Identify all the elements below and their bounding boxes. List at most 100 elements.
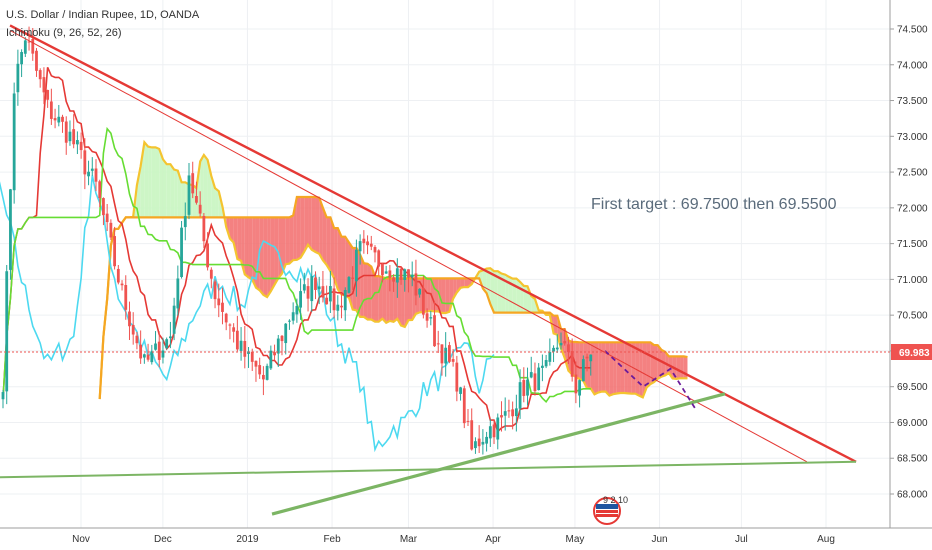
candle-body[interactable] bbox=[518, 382, 522, 409]
candle-body[interactable] bbox=[455, 362, 459, 392]
candle-body[interactable] bbox=[87, 171, 90, 177]
candle-body[interactable] bbox=[570, 351, 574, 377]
candle-body[interactable] bbox=[23, 40, 27, 54]
candle-body[interactable] bbox=[46, 89, 50, 100]
candle-body[interactable] bbox=[5, 271, 9, 392]
candle-body[interactable] bbox=[332, 288, 336, 311]
candle-body[interactable] bbox=[221, 302, 224, 312]
candle-body[interactable] bbox=[38, 70, 42, 80]
candle-body[interactable] bbox=[128, 311, 131, 327]
candle-body[interactable] bbox=[384, 271, 388, 274]
candle-body[interactable] bbox=[131, 324, 135, 335]
candle-body[interactable] bbox=[448, 345, 451, 362]
candle-body[interactable] bbox=[124, 285, 128, 310]
candle-body[interactable] bbox=[395, 268, 399, 283]
candle-body[interactable] bbox=[514, 408, 518, 417]
candle-body[interactable] bbox=[1, 392, 5, 400]
candle-body[interactable] bbox=[314, 277, 317, 290]
candle-body[interactable] bbox=[31, 38, 35, 54]
candle-body[interactable] bbox=[265, 365, 269, 380]
candle-body[interactable] bbox=[347, 277, 351, 293]
candle-body[interactable] bbox=[581, 359, 585, 382]
candle-body[interactable] bbox=[258, 365, 262, 375]
indicator-label[interactable]: Ichimoku (9, 26, 52, 26) bbox=[6, 27, 122, 39]
candle-body[interactable] bbox=[336, 304, 340, 311]
candle-body[interactable] bbox=[459, 387, 462, 394]
candle-body[interactable] bbox=[273, 352, 276, 356]
candle-body[interactable] bbox=[72, 129, 76, 145]
candle-body[interactable] bbox=[418, 288, 422, 295]
candle-body[interactable] bbox=[306, 286, 310, 299]
candle-body[interactable] bbox=[228, 324, 232, 326]
candle-body[interactable] bbox=[317, 286, 321, 290]
candle-body[interactable] bbox=[176, 278, 180, 309]
candle-body[interactable] bbox=[351, 277, 355, 279]
candle-body[interactable] bbox=[169, 336, 172, 339]
candle-body[interactable] bbox=[42, 77, 46, 93]
candle-body[interactable] bbox=[392, 277, 395, 282]
candle-body[interactable] bbox=[172, 305, 176, 334]
candle-body[interactable] bbox=[102, 198, 105, 216]
candle-body[interactable] bbox=[358, 241, 362, 252]
candle-body[interactable] bbox=[488, 426, 492, 439]
candle-body[interactable] bbox=[414, 273, 418, 296]
trend-line[interactable] bbox=[9, 29, 808, 463]
candle-body[interactable] bbox=[202, 215, 206, 242]
candle-body[interactable] bbox=[90, 168, 94, 171]
candle-body[interactable] bbox=[291, 312, 295, 321]
candle-body[interactable] bbox=[49, 101, 53, 119]
candle-body[interactable] bbox=[470, 420, 474, 450]
candle-body[interactable] bbox=[35, 50, 38, 71]
candle-body[interactable] bbox=[462, 388, 466, 424]
candle-body[interactable] bbox=[142, 354, 146, 358]
candle-body[interactable] bbox=[496, 417, 500, 440]
candle-body[interactable] bbox=[403, 269, 407, 280]
candle-body[interactable] bbox=[135, 335, 139, 344]
candle-body[interactable] bbox=[250, 351, 254, 362]
candle-body[interactable] bbox=[12, 93, 16, 191]
candle-body[interactable] bbox=[9, 189, 12, 270]
candle-body[interactable] bbox=[477, 438, 481, 447]
candle-body[interactable] bbox=[254, 360, 258, 367]
candle-body[interactable] bbox=[366, 241, 369, 246]
candle-body[interactable] bbox=[299, 291, 302, 308]
candle-body[interactable] bbox=[232, 327, 236, 332]
candle-body[interactable] bbox=[213, 281, 217, 300]
candle-body[interactable] bbox=[161, 350, 165, 358]
candle-body[interactable] bbox=[481, 441, 485, 445]
candle-body[interactable] bbox=[16, 63, 20, 93]
candle-body[interactable] bbox=[355, 249, 358, 282]
candle-body[interactable] bbox=[276, 338, 280, 354]
candle-body[interactable] bbox=[116, 268, 120, 283]
candle-body[interactable] bbox=[485, 436, 488, 444]
candle-body[interactable] bbox=[544, 360, 548, 367]
candle-body[interactable] bbox=[503, 411, 507, 416]
candle-body[interactable] bbox=[217, 298, 221, 306]
candle-body[interactable] bbox=[529, 372, 533, 378]
candle-body[interactable] bbox=[284, 323, 288, 344]
candle-body[interactable] bbox=[150, 351, 154, 363]
candle-body[interactable] bbox=[377, 250, 381, 267]
candle-body[interactable] bbox=[247, 351, 250, 354]
candle-body[interactable] bbox=[157, 341, 161, 360]
candle-body[interactable] bbox=[574, 374, 578, 394]
candle-body[interactable] bbox=[589, 354, 593, 362]
candle-body[interactable] bbox=[362, 238, 366, 244]
candle-body[interactable] bbox=[328, 286, 332, 302]
candle-body[interactable] bbox=[79, 141, 83, 151]
candle-body[interactable] bbox=[526, 379, 529, 396]
candle-body[interactable] bbox=[180, 227, 183, 277]
candle-body[interactable] bbox=[195, 196, 198, 203]
candle-body[interactable] bbox=[20, 52, 23, 65]
candle-body[interactable] bbox=[444, 347, 448, 364]
candle-body[interactable] bbox=[183, 216, 187, 228]
candle-body[interactable] bbox=[27, 41, 31, 43]
candle-body[interactable] bbox=[548, 352, 552, 362]
candle-body[interactable] bbox=[429, 317, 433, 319]
candle-body[interactable] bbox=[381, 263, 384, 276]
candle-body[interactable] bbox=[83, 150, 87, 175]
candle-body[interactable] bbox=[310, 276, 314, 302]
candle-body[interactable] bbox=[567, 344, 570, 353]
projection-zigzag[interactable] bbox=[604, 350, 696, 409]
